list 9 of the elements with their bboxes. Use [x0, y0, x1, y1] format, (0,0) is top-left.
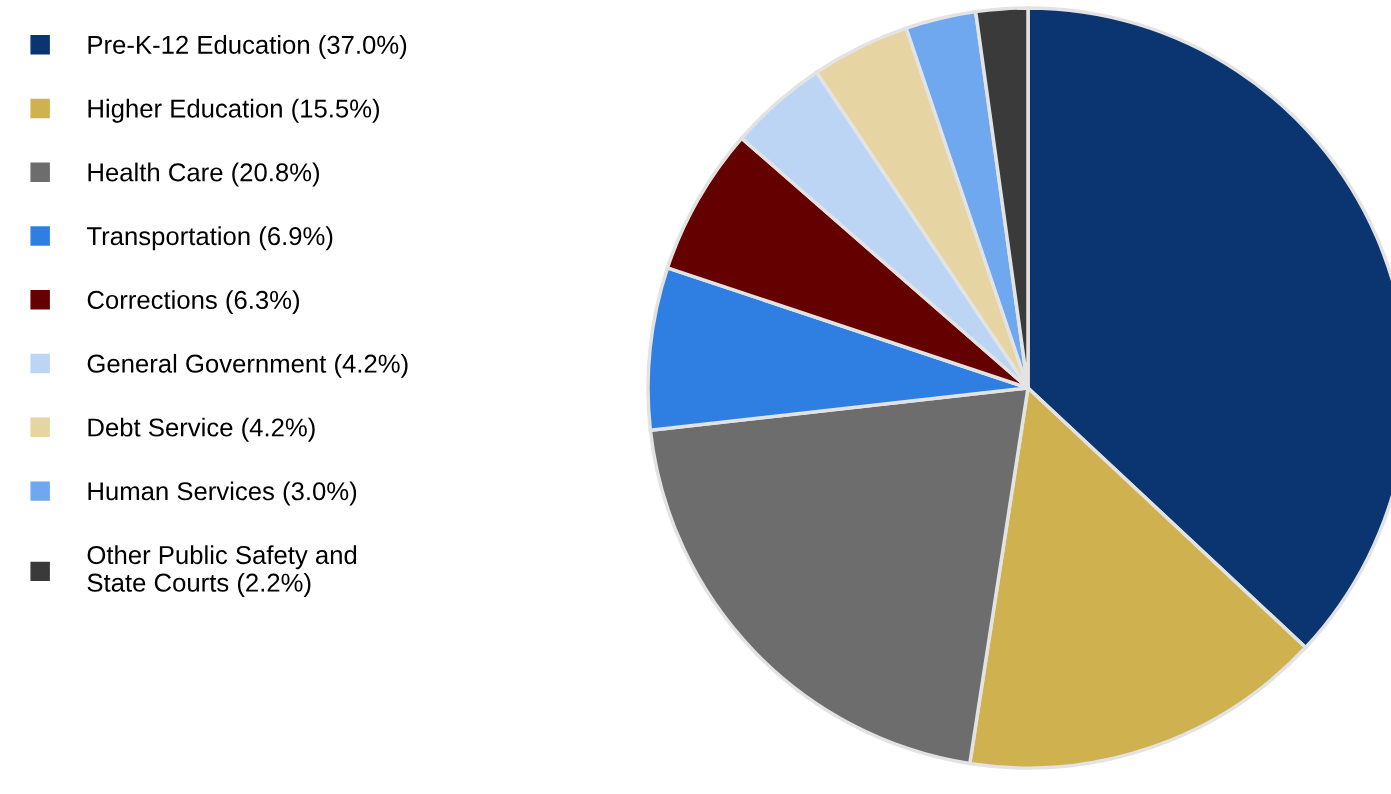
legend-label: Debt Service (4.2%) [88, 417, 315, 442]
legend-label: Human Services (3.0%) [88, 481, 357, 506]
legend-label: Pre-K-12 Education (37.0%) [88, 35, 407, 59]
legend-label: Other Public Safety and State Courts (2.2%) [87, 545, 357, 597]
legend-label: General Government (4.2%) [87, 353, 408, 378]
legend-label: Higher Education (15.5%) [88, 98, 380, 123]
legend-label: Health Care (20.8%) [88, 162, 320, 187]
legend-label: Corrections (6.3%) [87, 290, 299, 315]
legend-label: Transportation (6.9%) [86, 226, 333, 251]
